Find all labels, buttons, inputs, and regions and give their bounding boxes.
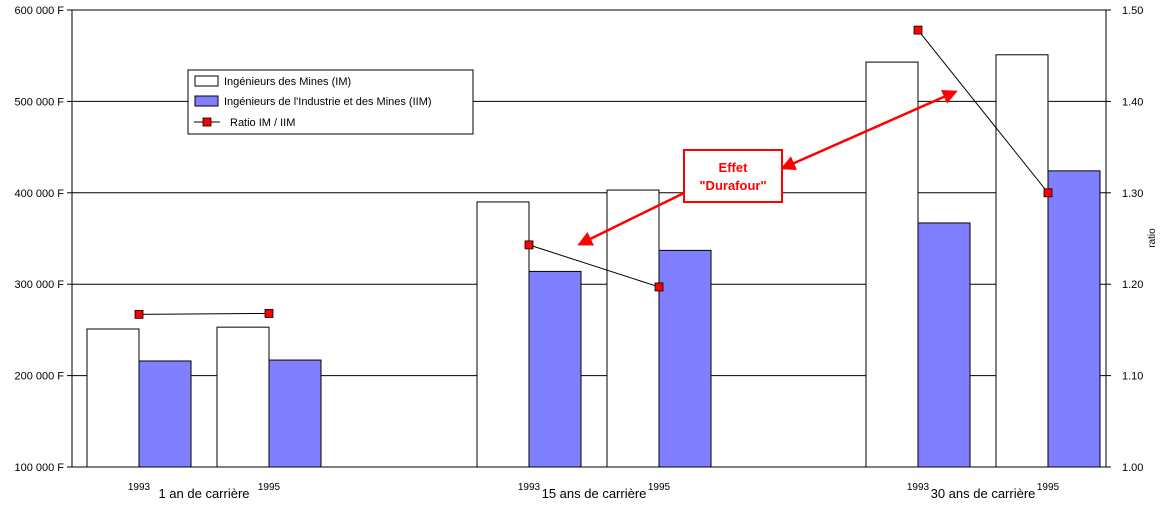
y-left-tick-label: 600 000 F	[14, 5, 64, 17]
y-left-tick-label: 500 000 F	[14, 96, 64, 108]
bar-im	[476, 201, 530, 468]
y-right-tick-label: 1.40	[1122, 96, 1143, 108]
x-tick-label-year: 1993	[907, 482, 930, 493]
x-tick-label-year: 1995	[258, 482, 281, 493]
legend-swatch-iim	[194, 95, 219, 107]
annotation-arrow-upper	[780, 89, 958, 171]
x-tick-label-year: 1995	[1037, 482, 1060, 493]
x-tick-label-year: 1993	[518, 482, 541, 493]
bar-iim	[528, 270, 582, 468]
legend-swatch-im	[194, 75, 219, 87]
x-group-label: 30 ans de carrière	[931, 486, 1036, 501]
y-right-tick-label: 1.10	[1122, 371, 1143, 383]
annotation-text-line1: Effet	[719, 160, 749, 175]
x-group-label: 15 ans de carrière	[542, 486, 647, 501]
y-left-tick-label: 200 000 F	[14, 371, 64, 383]
bar-im	[216, 326, 270, 468]
ratio-point	[524, 240, 534, 250]
bar-im	[865, 61, 919, 468]
ratio-point	[134, 309, 144, 319]
x-tick-label-year: 1995	[648, 482, 671, 493]
annotation-arrow-lower	[577, 190, 687, 246]
y-left-tick-label: 300 000 F	[14, 279, 64, 291]
bar-iim	[917, 222, 971, 468]
bar-iim	[1047, 170, 1101, 468]
y-right-tick-label: 1.30	[1122, 188, 1143, 200]
legend-marker-ratio	[202, 117, 212, 127]
ratio-point	[264, 309, 274, 318]
ratio-line	[528, 244, 660, 288]
y-right-axis-label: ratio	[1147, 228, 1158, 248]
annotation-text-line2: "Durafour"	[699, 178, 766, 193]
y-right-tick-label: 1.50	[1122, 5, 1143, 17]
bar-iim	[658, 249, 712, 468]
ratio-line	[138, 312, 270, 315]
legend-label-im: Ingénieurs des Mines (IM)	[224, 76, 351, 88]
ratio-line	[917, 29, 1049, 194]
legend-box	[187, 69, 474, 135]
bar-im	[995, 54, 1049, 468]
bar-im	[86, 328, 140, 468]
ratio-point	[1043, 188, 1053, 198]
x-tick-label-year: 1993	[128, 482, 151, 493]
y-left-tick-label: 100 000 F	[14, 462, 64, 474]
x-group-label: 1 an de carrière	[158, 486, 249, 501]
y-left-tick-label: 400 000 F	[14, 188, 64, 200]
legend-label-iim: Ingénieurs de l'Industrie et des Mines (…	[224, 96, 432, 108]
bar-iim	[268, 359, 322, 468]
bar-iim	[138, 360, 192, 468]
annotation-box	[683, 149, 783, 203]
legend-label-ratio: Ratio IM / IIM	[230, 117, 295, 129]
y-right-tick-label: 1.20	[1122, 279, 1143, 291]
y-right-tick-label: 1.00	[1122, 462, 1143, 474]
ratio-point	[654, 282, 664, 292]
bar-im	[606, 189, 660, 468]
ratio-point	[913, 25, 923, 35]
